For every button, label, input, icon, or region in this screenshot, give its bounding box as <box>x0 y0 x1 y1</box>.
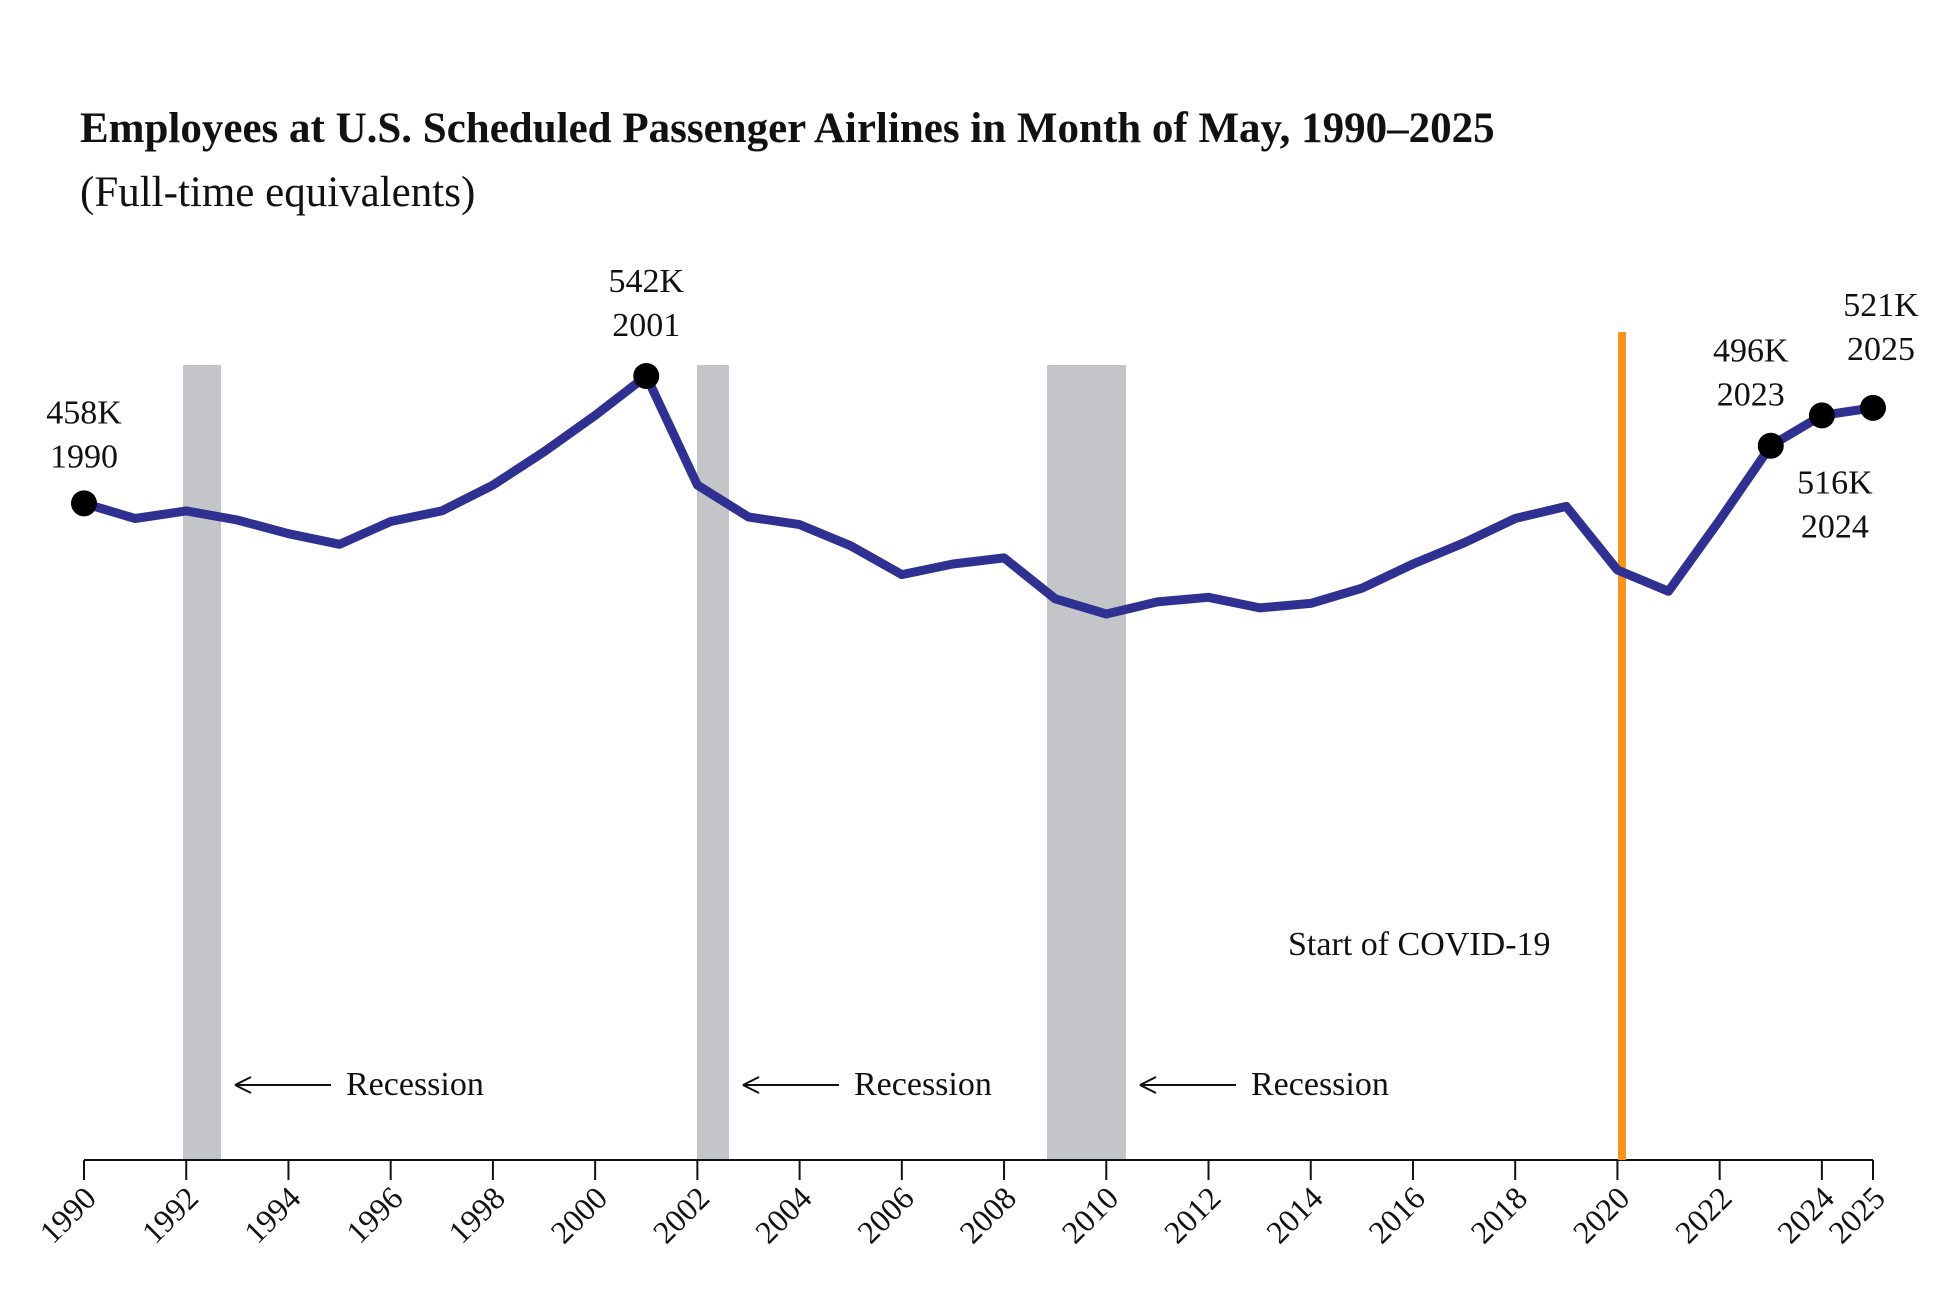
point-value-label: 458K <box>46 394 122 431</box>
x-tick-label: 1990 <box>32 1179 103 1250</box>
x-tick-label: 1996 <box>339 1179 410 1250</box>
recession-arrow-head <box>742 1076 760 1094</box>
highlight-points <box>71 363 1886 517</box>
point-value-label: 516K <box>1797 464 1873 501</box>
recession-label: Recession <box>854 1066 992 1103</box>
point-year-label: 2023 <box>1717 377 1785 414</box>
point-year-label: 2025 <box>1847 331 1915 368</box>
covid-marker: Start of COVID-19 <box>1288 332 1626 1160</box>
point-year-label: 2001 <box>612 307 680 344</box>
series-line <box>79 371 1878 619</box>
x-tick-label: 2000 <box>543 1179 614 1250</box>
point-value-label: 521K <box>1843 287 1919 324</box>
point-year-label: 1990 <box>50 438 118 475</box>
x-tick-label: 2002 <box>646 1179 717 1250</box>
x-tick-label: 2004 <box>748 1179 819 1250</box>
recession-arrow-head <box>1139 1076 1157 1094</box>
recession-arrow-head <box>234 1076 252 1094</box>
highlight-point <box>633 363 660 389</box>
x-tick-label: 2022 <box>1668 1179 1739 1250</box>
x-tick-label: 1994 <box>237 1179 308 1250</box>
highlight-point <box>1808 402 1835 429</box>
recession-band <box>183 365 221 1160</box>
x-tick-label: 1998 <box>441 1179 512 1250</box>
x-tick-label: 2016 <box>1361 1179 1432 1250</box>
highlight-point <box>1757 432 1784 459</box>
x-tick-label: 2014 <box>1259 1179 1330 1250</box>
x-tick-label: 2018 <box>1463 1179 1534 1250</box>
x-tick-label: 2025 <box>1821 1179 1892 1250</box>
x-axis: 1990 1992 1994 1996 1998 2000 2002 2004 2006 2008… <box>32 1159 1892 1250</box>
employees-line <box>79 371 1878 619</box>
x-tick-label: 2012 <box>1157 1179 1228 1250</box>
point-value-label: 496K <box>1713 333 1789 370</box>
chart-subtitle: (Full-time equivalents) <box>80 169 476 216</box>
chart-title: Employees at U.S. Scheduled Passenger Ai… <box>80 105 1495 152</box>
point-year-label: 2024 <box>1801 508 1869 545</box>
x-tick-label: 2010 <box>1055 1179 1126 1250</box>
point-value-label: 542K <box>608 263 684 300</box>
x-tick-label: 2008 <box>952 1179 1023 1250</box>
recession-label: Recession <box>1251 1066 1389 1103</box>
covid-label: Start of COVID-19 <box>1288 926 1551 963</box>
highlight-point <box>71 490 97 517</box>
x-tick-label: 2006 <box>850 1179 921 1250</box>
recession-label: Recession <box>346 1066 484 1103</box>
highlight-point <box>1860 394 1886 421</box>
x-tick-label: 1992 <box>134 1179 205 1250</box>
annotations: 458K 1990 542K 2001 496K 2023 516K 2024 521K 2025 <box>46 263 1919 545</box>
x-tick-label: 2020 <box>1566 1179 1637 1250</box>
recession-bands: Recession Recession Recession <box>183 365 1389 1160</box>
recession-band <box>1047 365 1126 1160</box>
